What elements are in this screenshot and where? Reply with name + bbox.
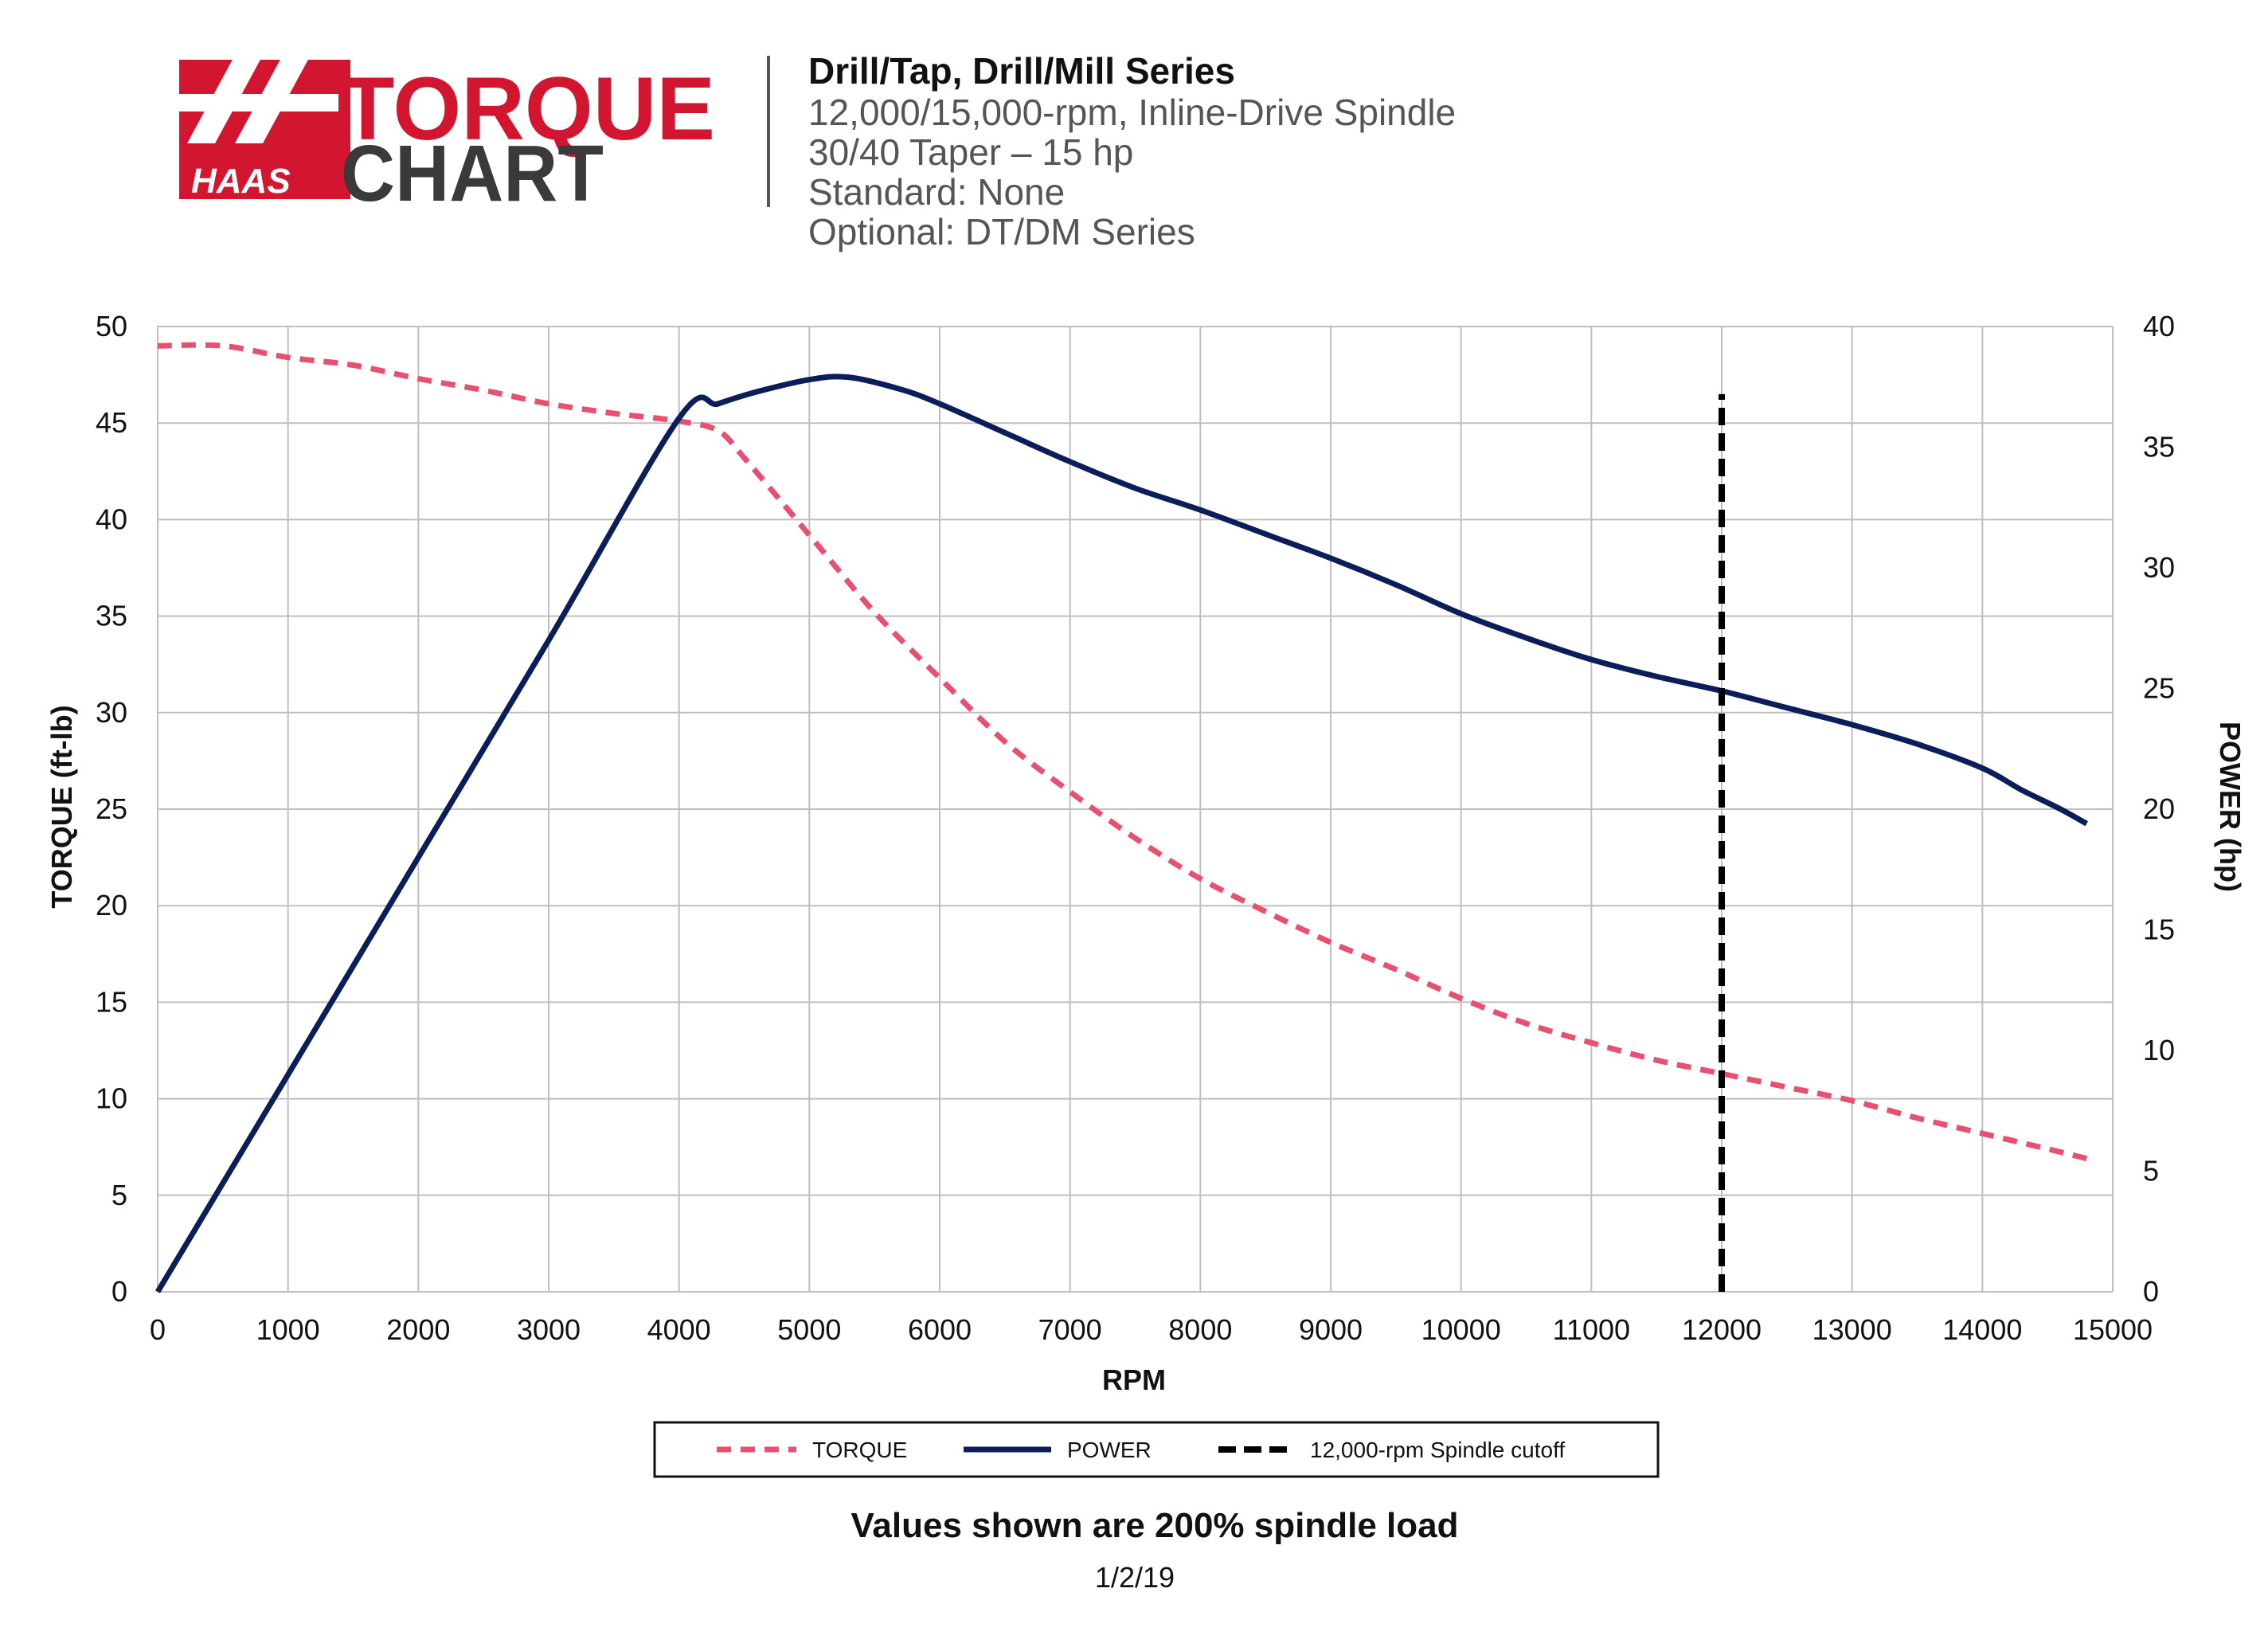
legend: TORQUE POWER 12,000-rpm Spindle cutoff: [653, 1421, 1660, 1478]
haas-torque-chart-logo: HAAS TORQUE CHART: [155, 48, 715, 218]
legend-box: [653, 1421, 1660, 1478]
power-series-line: [154, 374, 2088, 1293]
y-tick-label: 10: [96, 1082, 127, 1115]
x-tick-label: 7000: [1038, 1313, 1102, 1346]
x-tick-label: 4000: [647, 1313, 711, 1346]
x-tick-label: 14000: [1942, 1313, 2022, 1346]
x-tick-label: 3000: [517, 1313, 581, 1346]
y-axis-title-right: POWER (hp): [2214, 722, 2246, 892]
y2-tick-label: 10: [2143, 1034, 2175, 1066]
header-block: Drill/Tap, Drill/Mill Series 12,000/15,0…: [808, 50, 1456, 252]
x-tick-label: 15000: [2073, 1313, 2153, 1346]
x-tick-label: 5000: [777, 1313, 841, 1346]
x-tick-label: 10000: [1421, 1313, 1501, 1346]
logo-brand-text: HAAS: [191, 162, 291, 201]
header-line-1: 12,000/15,000-rpm, Inline-Drive Spindle: [808, 92, 1456, 133]
x-tick-label: 2000: [386, 1313, 450, 1346]
x-tick-label: 1000: [256, 1313, 320, 1346]
date-label: 1/2/19: [1095, 1561, 1175, 1594]
y2-tick-label: 0: [2143, 1275, 2159, 1308]
y2-tick-label: 40: [2143, 310, 2175, 342]
legend-label-cutoff: 12,000-rpm Spindle cutoff: [1310, 1438, 1565, 1462]
y2-tick-label: 15: [2143, 913, 2175, 946]
y2-tick-label: 25: [2143, 672, 2175, 705]
header-line-4: Optional: DT/DM Series: [808, 211, 1195, 252]
y-tick-label: 15: [96, 985, 127, 1018]
logo-word-chart: CHART: [341, 129, 604, 218]
header-line-2: 30/40 Taper – 15 hp: [808, 131, 1133, 173]
y-tick-label: 45: [96, 406, 127, 439]
y-tick-label: 0: [111, 1275, 127, 1308]
legend-label-power: POWER: [1067, 1438, 1152, 1462]
y2-tick-label: 5: [2143, 1155, 2159, 1187]
y-tick-label: 50: [96, 310, 127, 342]
x-tick-label: 11000: [1553, 1313, 1630, 1346]
x-tick-label: 12000: [1682, 1313, 1762, 1346]
y-tick-label: 20: [96, 889, 127, 921]
torque-series-line: [157, 342, 2088, 1162]
x-tick-label: 0: [150, 1313, 166, 1346]
logo-haas-bar: [155, 94, 338, 111]
footnote: Values shown are 200% spindle load: [851, 1506, 1459, 1545]
y-tick-label: 30: [96, 696, 127, 729]
header-title: Drill/Tap, Drill/Mill Series: [808, 50, 1235, 92]
y-tick-label: 35: [96, 600, 127, 632]
x-tick-label: 9000: [1299, 1313, 1363, 1346]
legend-label-torque: TORQUE: [812, 1438, 907, 1462]
x-tick-label: 13000: [1812, 1313, 1892, 1346]
y2-tick-label: 35: [2143, 431, 2175, 464]
x-tick-label: 6000: [908, 1313, 972, 1346]
x-tick-label: 8000: [1168, 1313, 1232, 1346]
y2-tick-label: 30: [2143, 551, 2175, 584]
y-tick-label: 40: [96, 503, 127, 535]
x-axis-title: RPM: [1102, 1363, 1166, 1396]
header-line-3: Standard: None: [808, 171, 1065, 213]
y-axis-title-left: TORQUE (ft-lb): [45, 705, 78, 908]
grid-layer: [157, 326, 2114, 1293]
y2-tick-label: 20: [2143, 792, 2175, 825]
series-layer: [154, 342, 2088, 1293]
y-tick-label: 25: [96, 792, 127, 825]
y-tick-label: 5: [111, 1179, 127, 1211]
logo-word-torque: TORQUE: [341, 59, 715, 158]
